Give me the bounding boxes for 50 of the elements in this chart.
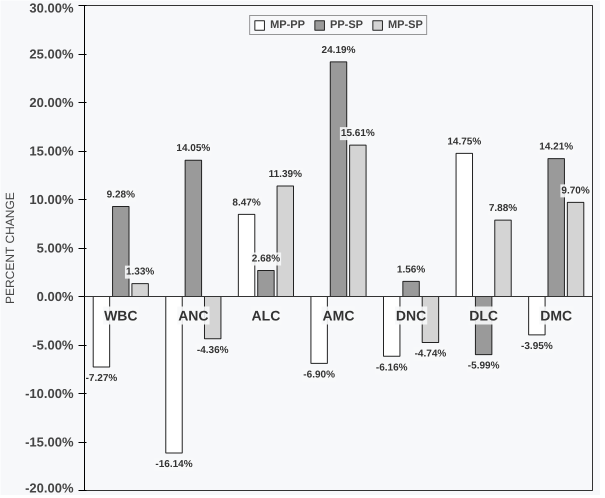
bar xyxy=(456,152,474,297)
data-label: -16.14% xyxy=(155,459,193,470)
bar xyxy=(131,283,149,297)
data-label: 9.28% xyxy=(106,189,136,200)
x-tick-label: ANC xyxy=(178,308,209,324)
data-label: 8.47% xyxy=(232,197,261,208)
bar xyxy=(184,160,202,297)
data-label: 1.56% xyxy=(396,264,426,276)
data-label: 14.05% xyxy=(176,143,210,154)
x-tick-label: DNC xyxy=(396,308,426,324)
bar xyxy=(566,202,584,297)
data-label: 14.75% xyxy=(447,136,482,148)
y-tick-label: 30.00% xyxy=(29,0,74,16)
data-label: 9.70% xyxy=(561,185,590,196)
y-tick-label: 20.00% xyxy=(29,95,74,110)
data-label: 15.61% xyxy=(340,128,375,140)
data-label: 11.39% xyxy=(268,169,302,180)
data-label: -6.16% xyxy=(376,362,408,374)
x-tick-label: DLC xyxy=(469,308,498,324)
data-label: -6.90% xyxy=(303,369,336,380)
data-label: -7.27% xyxy=(86,373,118,384)
data-label: -3.95% xyxy=(521,340,553,352)
y-tick-label: 0.00% xyxy=(36,289,74,304)
y-tick-label: 25.00% xyxy=(29,46,74,62)
bar xyxy=(402,280,420,297)
data-label: -4.36% xyxy=(196,344,229,356)
data-label: 24.19% xyxy=(322,44,356,56)
data-label: 1.33% xyxy=(126,266,154,278)
data-label: 14.21% xyxy=(539,142,574,153)
y-tick-label: 5.00% xyxy=(36,240,74,256)
y-axis-title: PERCENT CHANGE xyxy=(3,192,18,304)
bar xyxy=(494,220,512,297)
data-label: -5.99% xyxy=(468,360,500,372)
legend-label: MP-PP xyxy=(270,19,305,31)
y-tick-label: -10.00% xyxy=(25,386,74,401)
data-label: -4.74% xyxy=(414,348,446,360)
y-tick-label: -5.00% xyxy=(32,338,74,352)
y-tick-label: -20.00% xyxy=(25,480,74,496)
bar xyxy=(349,144,367,297)
x-tick-label: WBC xyxy=(104,308,138,324)
y-tick-label: 10.00% xyxy=(29,192,74,207)
y-tick-label: -15.00% xyxy=(25,434,74,450)
data-label: 2.68% xyxy=(252,254,280,265)
legend-label: PP-SP xyxy=(330,19,364,31)
y-tick-label: 15.00% xyxy=(29,144,74,158)
legend-label: MP-SP xyxy=(388,19,423,31)
data-label: 7.88% xyxy=(488,203,518,214)
x-tick-label: AMC xyxy=(322,308,354,324)
x-tick-label: DMC xyxy=(540,308,572,324)
x-tick-label: ALC xyxy=(252,308,280,324)
